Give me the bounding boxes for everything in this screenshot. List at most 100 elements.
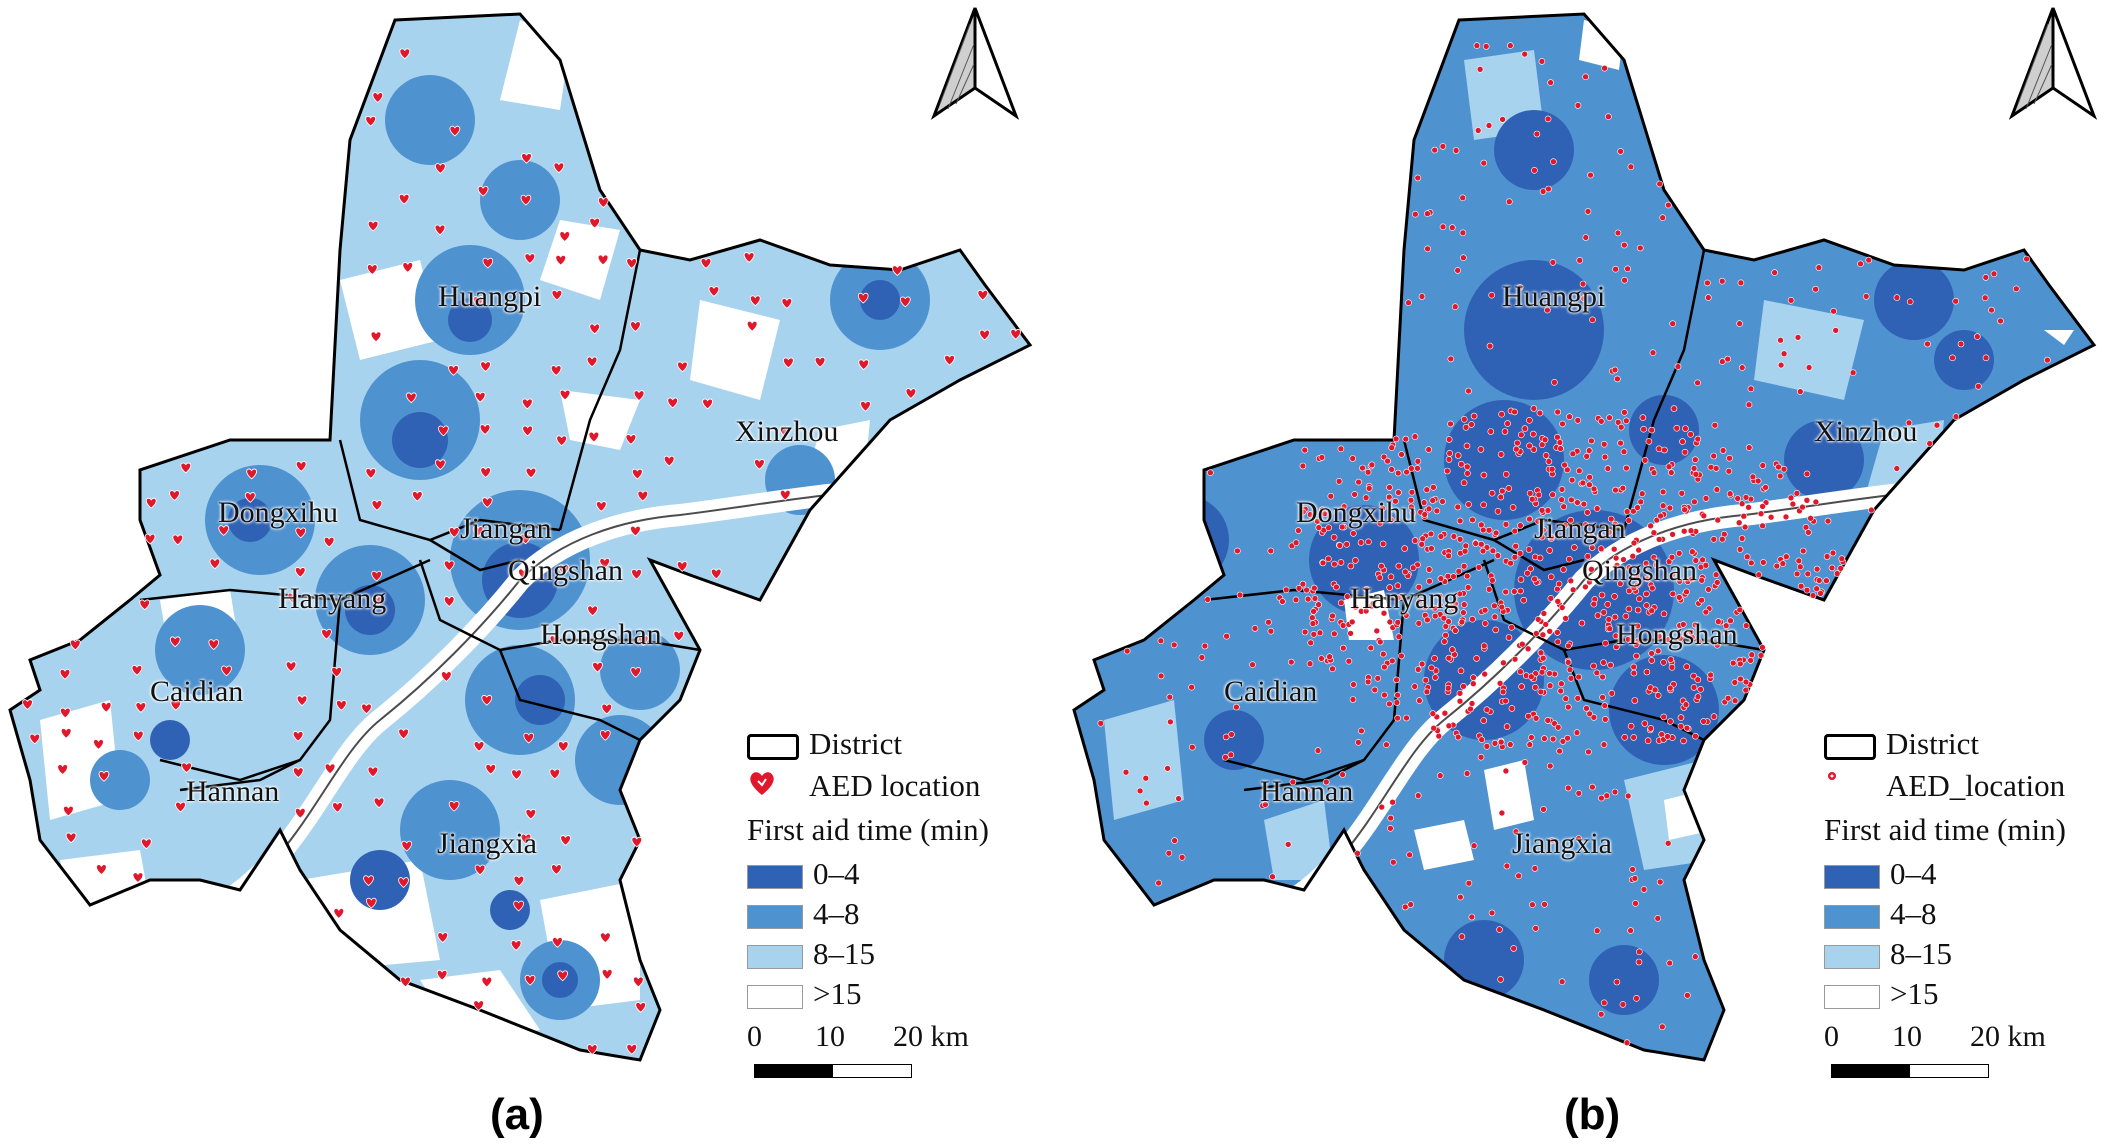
aed-marker xyxy=(1736,320,1743,327)
aed-marker xyxy=(560,835,571,846)
aed-marker xyxy=(1647,725,1655,732)
aed-marker xyxy=(1782,553,1790,561)
aed-marker xyxy=(1623,1039,1631,1046)
aed-marker xyxy=(1480,717,1488,724)
aed-marker xyxy=(1737,279,1745,287)
aed-marker xyxy=(1463,463,1471,471)
aed-marker xyxy=(1198,654,1206,661)
aed-marker xyxy=(1456,697,1464,705)
aed-marker xyxy=(1472,540,1480,547)
aed-marker xyxy=(1623,464,1630,472)
aed-marker xyxy=(1564,784,1572,792)
aed-marker xyxy=(1749,473,1757,481)
outer-boundary-b xyxy=(1072,12,2097,1062)
legend-district-label: District xyxy=(809,726,902,761)
aed-marker xyxy=(1687,430,1694,438)
aed-marker xyxy=(1688,548,1696,556)
legend-class-row: 8–15 xyxy=(1824,936,1952,972)
aed-marker xyxy=(472,296,484,307)
aed-marker xyxy=(1477,753,1485,761)
aed-marker xyxy=(1837,564,1845,572)
aed-marker xyxy=(1759,503,1766,510)
aed-marker xyxy=(401,840,413,852)
aed-marker xyxy=(1691,621,1699,629)
aed-marker xyxy=(1343,593,1351,600)
aed-marker xyxy=(1893,294,1901,301)
aed-marker xyxy=(139,599,151,611)
aed-marker xyxy=(625,434,637,445)
aed-marker xyxy=(1659,488,1667,496)
aed-marker xyxy=(1667,656,1675,663)
aed-marker xyxy=(1731,679,1739,686)
aed-marker xyxy=(1411,433,1419,440)
aed-marker xyxy=(1469,615,1476,623)
aed-marker xyxy=(1865,256,1873,264)
aed-marker xyxy=(1544,306,1551,314)
aed-marker xyxy=(1460,562,1468,570)
class-swatch-gt15 xyxy=(1824,984,1880,1009)
aed-marker xyxy=(1454,733,1462,741)
aed-marker xyxy=(2012,285,2020,293)
aed-marker xyxy=(1555,580,1563,588)
aed-marker xyxy=(1376,638,1384,646)
aed-marker xyxy=(1554,629,1561,636)
aed-marker xyxy=(1745,503,1752,511)
aed-marker xyxy=(1559,420,1566,428)
aed-marker xyxy=(1531,167,1538,174)
aed-marker xyxy=(552,936,563,948)
aed-marker xyxy=(1957,340,1965,348)
aed-marker xyxy=(1512,542,1520,550)
aed-marker xyxy=(899,296,911,308)
district-label-xinzhou: Xinzhou xyxy=(1814,415,1918,448)
aed-marker xyxy=(1691,498,1698,506)
aed-marker xyxy=(1142,774,1150,782)
aed-marker xyxy=(1612,486,1619,494)
aed-marker xyxy=(1660,658,1667,666)
legend-class-label: >15 xyxy=(1890,976,1939,1011)
aed-marker xyxy=(1804,570,1812,578)
aed-marker xyxy=(1600,440,1608,448)
aed-marker xyxy=(814,356,826,368)
aed-marker xyxy=(1383,741,1390,749)
aed-marker xyxy=(1528,734,1535,741)
aed-marker xyxy=(1828,564,1836,572)
aed-marker xyxy=(1480,159,1488,167)
aed-marker xyxy=(1554,408,1562,416)
aed-marker xyxy=(1411,210,1419,218)
aed-marker xyxy=(1538,441,1546,449)
aed-marker xyxy=(1389,798,1396,806)
aed-marker xyxy=(1587,171,1594,179)
aed-marker xyxy=(1617,148,1624,155)
aed-marker xyxy=(1496,926,1503,933)
aed-marker xyxy=(1517,576,1525,583)
aed-marker xyxy=(1600,741,1608,748)
aed-marker xyxy=(436,969,448,981)
aed-marker xyxy=(371,595,383,607)
aed-marker xyxy=(637,490,649,502)
aed-marker xyxy=(1531,683,1539,691)
aed-marker xyxy=(1538,533,1546,541)
aed-marker xyxy=(1570,544,1578,551)
aed-marker xyxy=(145,497,157,509)
aed-marker xyxy=(1314,517,1321,525)
aed-marker xyxy=(1424,210,1431,217)
aed-marker xyxy=(1524,645,1532,653)
aed-marker xyxy=(1445,456,1453,463)
aed-marker xyxy=(1511,408,1518,416)
aed-marker xyxy=(1479,547,1487,555)
legend-class-row: 4–8 xyxy=(1824,896,1937,932)
aed-marker xyxy=(1690,684,1698,691)
aed-marker xyxy=(1614,375,1621,383)
aed-marker xyxy=(1401,568,1409,576)
aed-marker xyxy=(1299,508,1307,516)
aed-marker xyxy=(1236,591,1244,599)
aed-marker xyxy=(1521,759,1529,766)
aed-marker xyxy=(1389,858,1397,866)
aed-marker xyxy=(1664,636,1672,643)
aed-marker xyxy=(144,533,156,545)
class-swatch-4-8 xyxy=(747,904,803,929)
aed-marker xyxy=(1556,439,1564,446)
aed-marker xyxy=(1374,674,1382,682)
aed-marker xyxy=(172,534,184,546)
aed-marker xyxy=(1422,676,1430,684)
